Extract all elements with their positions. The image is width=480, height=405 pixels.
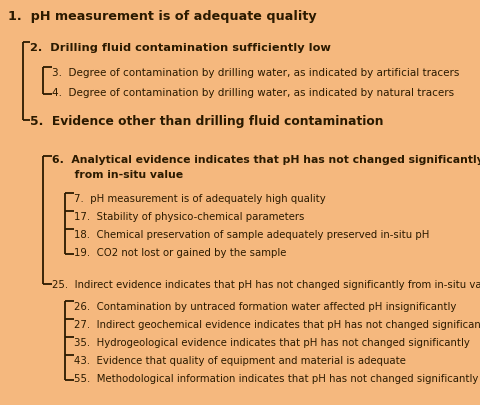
- Text: 4.  Degree of contamination by drilling water, as indicated by natural tracers: 4. Degree of contamination by drilling w…: [52, 88, 454, 98]
- Text: from in-situ value: from in-situ value: [52, 170, 183, 179]
- Text: 55.  Methodological information indicates that pH has not changed significantly: 55. Methodological information indicates…: [74, 373, 479, 383]
- Text: 7.  pH measurement is of adequately high quality: 7. pH measurement is of adequately high …: [74, 194, 326, 203]
- Text: 5.  Evidence other than drilling fluid contamination: 5. Evidence other than drilling fluid co…: [30, 115, 384, 128]
- Text: 3.  Degree of contamination by drilling water, as indicated by artificial tracer: 3. Degree of contamination by drilling w…: [52, 68, 459, 78]
- Text: 17.  Stability of physico-chemical parameters: 17. Stability of physico-chemical parame…: [74, 211, 304, 222]
- Text: 19.  CO2 not lost or gained by the sample: 19. CO2 not lost or gained by the sample: [74, 247, 287, 257]
- Text: 18.  Chemical preservation of sample adequately preserved in-situ pH: 18. Chemical preservation of sample adeq…: [74, 230, 430, 239]
- Text: 25.  Indirect evidence indicates that pH has not changed significantly from in-s: 25. Indirect evidence indicates that pH …: [52, 279, 480, 289]
- Text: 6.  Analytical evidence indicates that pH has not changed significantly: 6. Analytical evidence indicates that pH…: [52, 155, 480, 164]
- Text: 26.  Contamination by untraced formation water affected pH insignificantly: 26. Contamination by untraced formation …: [74, 301, 456, 311]
- Text: 35.  Hydrogeological evidence indicates that pH has not changed significantly: 35. Hydrogeological evidence indicates t…: [74, 337, 470, 347]
- Text: 2.  Drilling fluid contamination sufficiently low: 2. Drilling fluid contamination sufficie…: [30, 43, 331, 53]
- Text: 27.  Indirect geochemical evidence indicates that pH has not changed significant: 27. Indirect geochemical evidence indica…: [74, 319, 480, 329]
- Text: 43.  Evidence that quality of equipment and material is adequate: 43. Evidence that quality of equipment a…: [74, 355, 406, 365]
- Text: 1.  pH measurement is of adequate quality: 1. pH measurement is of adequate quality: [8, 10, 317, 23]
